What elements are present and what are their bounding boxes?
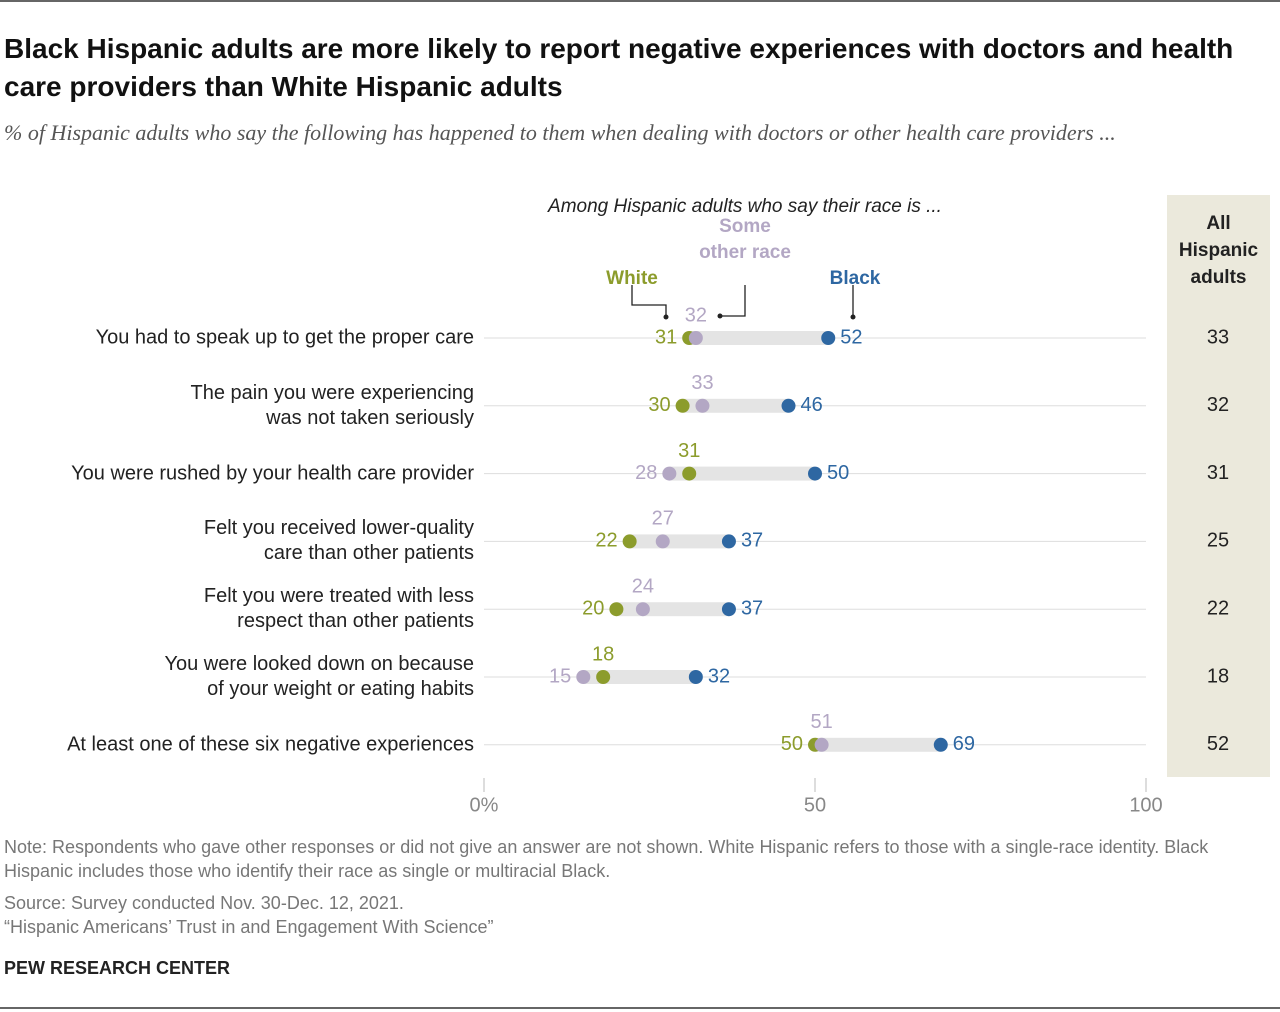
legend-label: Black — [829, 268, 881, 289]
dot — [821, 331, 836, 345]
total-column-header: All Hispanic adults — [1178, 213, 1259, 288]
value-label: 20 — [582, 597, 604, 619]
legend-label: White — [606, 268, 658, 289]
total-value: 18 — [1207, 665, 1229, 687]
dot — [675, 398, 690, 413]
total-value: 31 — [1207, 462, 1229, 484]
range-bar — [689, 331, 829, 345]
value-label: 15 — [549, 665, 571, 687]
category-label: Felt you were treated with less respect … — [203, 585, 474, 633]
value-label: 24 — [632, 575, 654, 597]
range-bar — [815, 737, 941, 752]
dot — [688, 331, 703, 345]
range-bar — [616, 602, 729, 617]
value-label: 18 — [592, 643, 614, 665]
x-tick-label: 0% — [470, 794, 499, 816]
dot — [655, 534, 670, 549]
dot — [933, 737, 948, 752]
value-label: 69 — [953, 733, 975, 755]
category-label: At least one of these six negative exper… — [67, 733, 474, 756]
chart-subtitle: % of Hispanic adults who say the followi… — [4, 120, 1116, 145]
value-label: 28 — [635, 462, 657, 484]
category-label: The pain you were experiencing was not t… — [190, 381, 474, 429]
total-value: 52 — [1207, 733, 1229, 755]
dot — [695, 398, 710, 413]
value-label: 31 — [655, 326, 677, 348]
credit: PEW RESEARCH CENTER — [4, 958, 231, 978]
dot — [622, 534, 637, 549]
dot — [688, 670, 703, 684]
value-label: 27 — [652, 508, 674, 530]
value-label: 51 — [810, 711, 832, 733]
total-value: 32 — [1207, 394, 1229, 416]
range-bar — [682, 398, 789, 413]
total-value: 25 — [1207, 530, 1229, 552]
dot — [781, 398, 796, 413]
category-label: You were looked down on because of your … — [164, 653, 475, 700]
value-label: 46 — [801, 394, 823, 416]
value-label: 22 — [595, 530, 617, 552]
x-tick-label: 50 — [804, 794, 826, 816]
dot — [609, 602, 624, 617]
value-label: 32 — [685, 304, 707, 326]
category-label: Felt you received lower-quality care tha… — [203, 517, 474, 565]
x-tick-label: 100 — [1129, 794, 1162, 816]
dot — [635, 602, 650, 617]
source: Source: Survey conducted Nov. 30-Dec. 12… — [4, 893, 404, 913]
value-label: 32 — [708, 665, 730, 687]
value-label: 33 — [691, 372, 713, 394]
total-value: 33 — [1207, 326, 1229, 348]
total-value: 22 — [1207, 597, 1229, 619]
value-label: 37 — [741, 530, 763, 552]
dot — [721, 534, 736, 549]
value-label: 31 — [678, 440, 700, 462]
range-bar — [669, 466, 815, 481]
chart-title: Black Hispanic adults are more likely to… — [4, 33, 1234, 102]
report: “Hispanic Americans’ Trust in and Engage… — [4, 917, 494, 937]
range-bar — [583, 670, 696, 684]
dot — [682, 466, 697, 481]
value-label: 50 — [827, 462, 849, 484]
dot — [814, 737, 829, 752]
legend-leaders — [631, 285, 854, 317]
legend-title: Among Hispanic adults who say their race… — [548, 196, 942, 217]
value-label: 37 — [741, 597, 763, 619]
value-label: 30 — [648, 394, 670, 416]
note: Note: Respondents who gave other respons… — [4, 837, 1209, 881]
value-label: 52 — [840, 326, 862, 348]
category-label: You had to speak up to get the proper ca… — [95, 326, 474, 349]
dot — [808, 466, 822, 481]
legend-leader-dots — [663, 313, 856, 320]
legend-label: Some other race — [699, 216, 791, 263]
dot — [596, 670, 611, 684]
dot — [721, 602, 736, 617]
dot — [662, 466, 677, 481]
value-label: 50 — [781, 733, 803, 755]
dot — [576, 670, 591, 684]
range-bar — [629, 534, 729, 549]
total-column-bg — [1167, 195, 1270, 777]
category-label: You were rushed by your health care prov… — [71, 462, 474, 485]
